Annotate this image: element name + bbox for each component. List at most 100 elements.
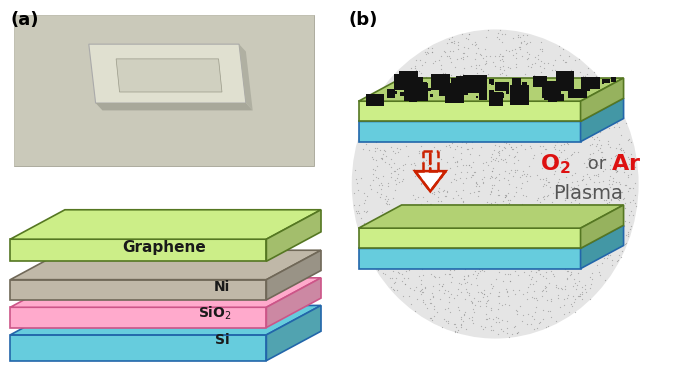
Point: [576, 284, 587, 290]
Point: [615, 132, 626, 138]
Point: [372, 163, 382, 169]
Point: [600, 210, 611, 216]
Point: [416, 70, 427, 76]
Point: [425, 296, 436, 301]
Point: [408, 117, 419, 123]
Point: [430, 58, 441, 64]
Point: [375, 186, 386, 192]
Polygon shape: [517, 96, 526, 103]
Point: [518, 169, 529, 174]
Point: [572, 131, 583, 137]
Point: [475, 117, 486, 123]
Point: [589, 189, 600, 195]
Point: [571, 130, 582, 136]
Point: [425, 315, 436, 321]
Polygon shape: [556, 95, 564, 101]
Point: [416, 262, 427, 268]
Point: [481, 300, 492, 305]
Point: [561, 187, 572, 192]
Point: [574, 110, 585, 116]
Point: [505, 278, 516, 284]
Point: [458, 187, 469, 192]
Point: [552, 181, 563, 187]
Point: [392, 242, 403, 248]
Point: [390, 177, 401, 183]
Point: [566, 270, 576, 276]
Point: [594, 129, 605, 135]
Point: [522, 49, 533, 55]
Point: [552, 139, 563, 145]
Point: [438, 235, 449, 241]
Point: [529, 54, 540, 60]
Point: [448, 48, 459, 54]
Point: [486, 307, 497, 313]
Point: [509, 85, 520, 91]
Point: [392, 134, 403, 140]
Point: [615, 181, 626, 187]
Point: [442, 318, 453, 324]
Point: [566, 269, 576, 275]
Point: [517, 116, 528, 122]
Point: [584, 296, 595, 302]
Point: [443, 111, 454, 117]
Point: [397, 271, 408, 277]
Point: [380, 159, 391, 165]
Point: [540, 284, 551, 290]
Point: [436, 245, 447, 251]
Point: [492, 210, 503, 216]
Point: [510, 61, 521, 67]
Point: [583, 210, 594, 216]
Point: [492, 187, 503, 192]
Point: [531, 240, 542, 245]
Point: [518, 261, 529, 267]
Point: [574, 137, 585, 143]
Point: [493, 171, 504, 177]
Point: [586, 281, 597, 287]
Point: [361, 209, 372, 215]
Point: [376, 156, 387, 162]
Point: [618, 170, 629, 176]
Point: [596, 231, 607, 237]
Point: [544, 241, 555, 247]
Point: [522, 290, 533, 296]
Point: [591, 120, 602, 125]
Polygon shape: [489, 92, 503, 106]
Point: [525, 145, 536, 151]
Point: [469, 268, 480, 274]
Point: [449, 212, 460, 217]
Point: [561, 96, 572, 102]
Point: [418, 151, 429, 157]
Point: [497, 86, 508, 92]
Point: [484, 53, 495, 59]
Point: [464, 85, 475, 91]
Point: [570, 280, 581, 286]
Point: [562, 268, 573, 274]
Point: [490, 252, 501, 258]
Point: [426, 317, 437, 323]
Point: [505, 278, 516, 284]
Point: [409, 308, 420, 314]
Point: [455, 103, 466, 109]
Point: [522, 212, 533, 218]
Point: [527, 294, 538, 300]
Point: [376, 251, 387, 256]
Point: [610, 106, 621, 112]
Point: [458, 318, 469, 323]
Point: [404, 293, 415, 299]
Point: [507, 115, 518, 121]
Point: [427, 101, 438, 107]
Point: [550, 94, 561, 100]
Point: [374, 182, 385, 188]
Point: [600, 84, 611, 90]
Point: [505, 65, 516, 71]
Point: [537, 99, 548, 105]
Point: [462, 263, 473, 269]
Point: [512, 272, 523, 277]
Point: [581, 252, 591, 258]
Point: [550, 125, 561, 131]
Point: [387, 257, 398, 263]
Point: [516, 172, 527, 178]
Point: [394, 98, 405, 103]
Point: [430, 93, 441, 99]
Point: [428, 304, 439, 309]
